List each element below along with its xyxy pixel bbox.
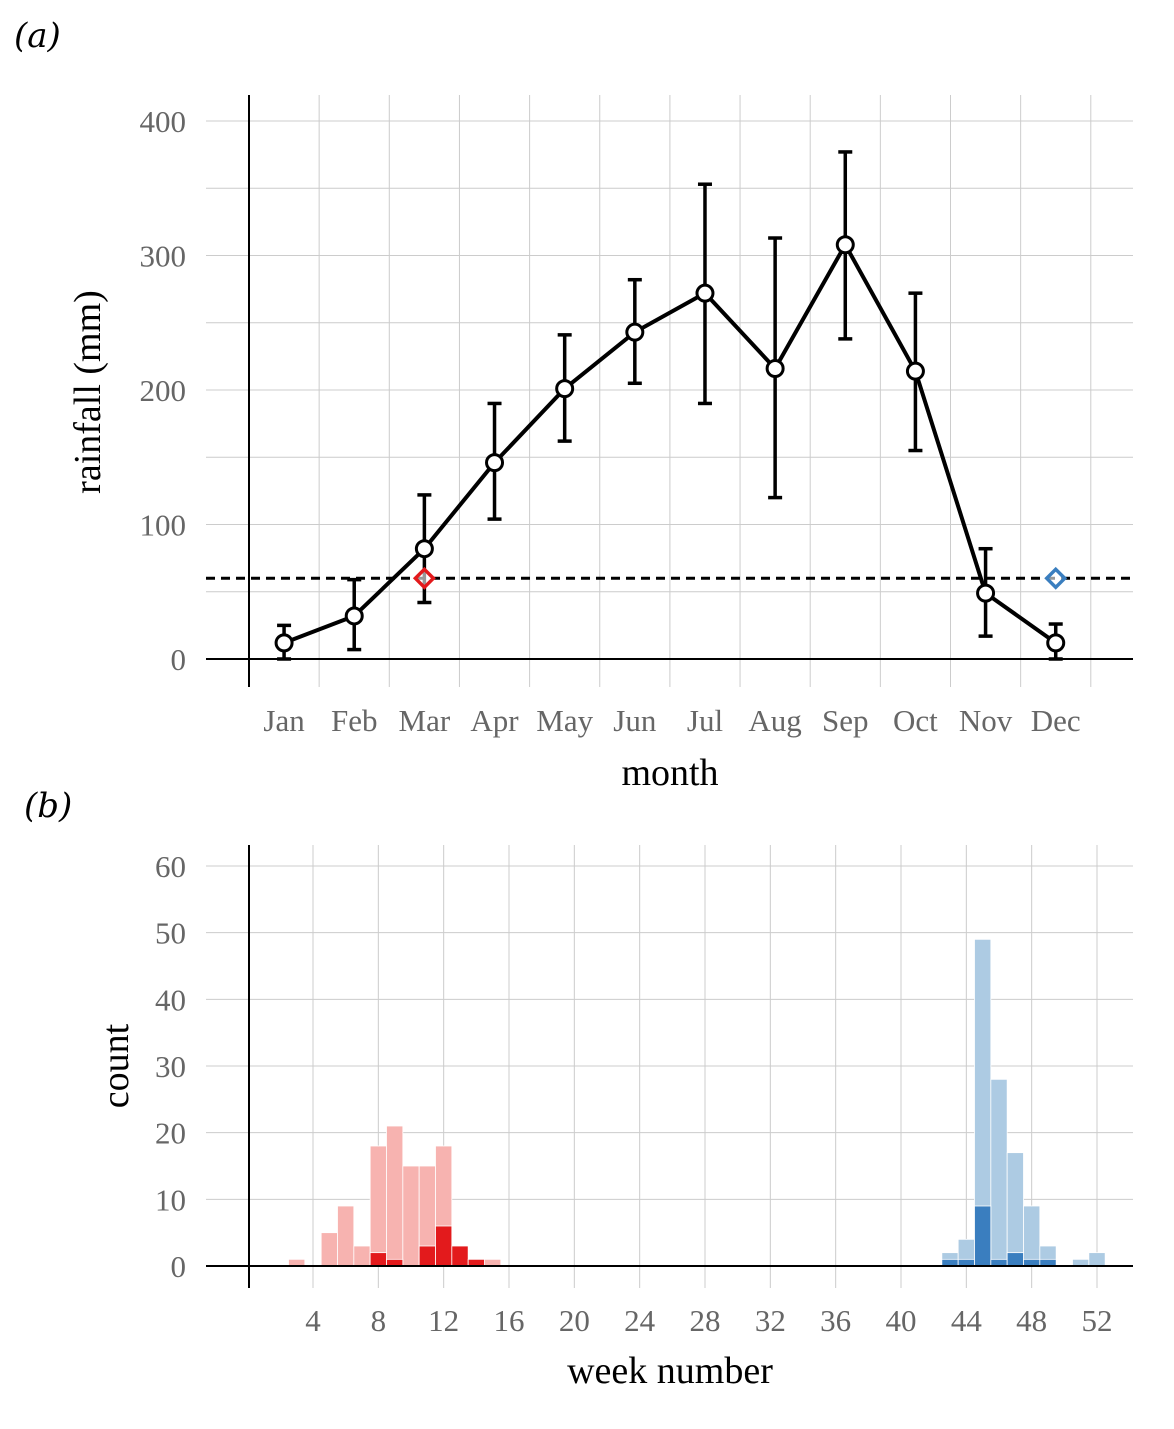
panel-b-x-tick-labels: 4 8 12 16 20 24 28 32 36 40 44 48 52 <box>305 1303 1112 1338</box>
panel-a-y-tick-label: 0 <box>171 642 187 677</box>
panel-b-bar <box>418 1245 436 1267</box>
panel-b-x-tick-label: 36 <box>820 1303 851 1338</box>
panel-a-data-point <box>976 583 996 603</box>
panel-b-x-tick-label: 20 <box>559 1303 590 1338</box>
panel-b-y-tick-label: 10 <box>155 1182 186 1217</box>
panel-b-x-tick-label: 28 <box>690 1303 721 1338</box>
panel-a-x-tick-labels: Jan Feb Mar Apr May Jun Jul Aug Sep Oct Nov Dec <box>263 703 1080 738</box>
panel-b-y-tick-label: 0 <box>171 1249 187 1284</box>
panel-b-x-tick-label: 52 <box>1082 1303 1113 1338</box>
panel-a-data-point <box>414 539 434 559</box>
panel-b-x-tick-label: 12 <box>428 1303 459 1338</box>
panel-b-bar <box>320 1232 338 1267</box>
panel-b-bar <box>974 1205 992 1267</box>
panel-a-x-tick-label: Jul <box>687 703 723 738</box>
panel-a-y-tick-label: 200 <box>140 373 187 408</box>
panel-a-axes <box>206 95 1133 687</box>
panel-b-x-axis-title: week number <box>567 1350 773 1392</box>
panel-a-data-point <box>905 361 925 381</box>
panel-b-bars <box>288 938 1106 1267</box>
panel-a-data-point <box>835 235 855 255</box>
panel-a-x-tick-label: Jan <box>263 703 305 738</box>
panel-a-crossing-markers <box>412 566 1068 590</box>
panel-b-bar <box>1088 1252 1106 1267</box>
panel-b-x-tick-label: 44 <box>951 1303 983 1338</box>
panel-b-series <box>941 938 1106 1267</box>
panel-a-y-tick-label: 100 <box>140 508 187 543</box>
panel-b-bar <box>402 1165 420 1267</box>
panel-b-bar <box>369 1145 387 1267</box>
panel-a-points <box>274 235 1066 653</box>
panel-a-mean-line <box>283 242 1057 645</box>
panel-b-y-tick-label: 60 <box>155 849 186 884</box>
panel-b-bar <box>990 1078 1008 1267</box>
panel-b-y-tick-label: 50 <box>155 916 186 951</box>
panel-b-y-tick-label: 40 <box>155 982 186 1017</box>
panel-a-x-tick-label: Aug <box>748 703 801 738</box>
panel-b-bar <box>1006 1252 1024 1267</box>
panel-b-bar <box>369 1252 387 1267</box>
panel-a-crossing-marker <box>1044 566 1068 590</box>
panel-a-series-line <box>283 242 1057 645</box>
panel-a-x-tick-label: Oct <box>893 703 938 738</box>
panel-b-bar <box>451 1245 469 1267</box>
panel-b-label: (b) <box>24 786 72 826</box>
panel-b-y-tick-labels: 0 10 20 30 40 50 60 <box>155 849 186 1284</box>
panel-a-crossing-marker <box>412 566 436 590</box>
panel-b-y-tick-label: 20 <box>155 1116 186 1151</box>
panel-a-label: (a) <box>14 16 61 56</box>
panel-a-data-point <box>344 606 364 626</box>
panel-a-data-point <box>1046 633 1066 653</box>
panel-a-x-tick-label: Dec <box>1031 703 1081 738</box>
panel-b-bar <box>1023 1205 1041 1267</box>
panel-b-y-axis-title: count <box>95 1023 137 1108</box>
panel-a-x-axis-title: month <box>621 752 718 794</box>
panel-b-bar <box>337 1205 355 1267</box>
panel-b-x-tick-label: 32 <box>755 1303 786 1338</box>
panel-a-x-tick-label: Feb <box>331 703 378 738</box>
panel-a-y-tick-labels: 0 100 200 300 400 <box>140 104 187 677</box>
panel-b-bar <box>353 1245 371 1267</box>
panel-a-x-tick-label: May <box>536 703 593 738</box>
panel-a-data-point <box>765 358 785 378</box>
panel-b-bar <box>435 1225 453 1267</box>
panel-b-x-tick-label: 24 <box>624 1303 656 1338</box>
panel-a-x-tick-label: Nov <box>959 703 1013 738</box>
panel-a-x-tick-label: Apr <box>470 703 519 738</box>
panel-a-y-axis-title: rainfall (mm) <box>67 290 109 494</box>
panel-b-x-tick-label: 48 <box>1016 1303 1047 1338</box>
panel-b-x-tick-label: 16 <box>494 1303 525 1338</box>
panel-a-y-tick-label: 300 <box>140 239 187 274</box>
panel-b-y-tick-label: 30 <box>155 1049 186 1084</box>
panel-b-x-tick-label: 40 <box>886 1303 917 1338</box>
panel-a-x-tick-label: Jun <box>613 703 657 738</box>
panel-b-series <box>288 1125 502 1267</box>
panel-b-series <box>369 1225 485 1267</box>
panel-b-bar <box>1006 1152 1024 1267</box>
panel-a-data-point <box>485 453 505 473</box>
panel-b-axes <box>206 845 1133 1288</box>
panel-a-data-point <box>625 322 645 342</box>
panel-b-x-tick-label: 4 <box>305 1303 321 1338</box>
panel-a-y-tick-label: 400 <box>140 104 187 139</box>
panel-a-x-tick-label: Mar <box>399 703 451 738</box>
panel-a-data-point <box>695 283 715 303</box>
panel-a-x-tick-label: Sep <box>822 703 869 738</box>
panel-a-rainfall-chart: (a) 0 100 200 300 400 Jan Feb Mar Apr May Jun Jul A… <box>14 16 1133 794</box>
panel-a-data-point <box>274 633 294 653</box>
panel-b-bar <box>386 1125 404 1267</box>
panel-b-x-tick-label: 8 <box>371 1303 387 1338</box>
panel-a-data-point <box>555 379 575 399</box>
